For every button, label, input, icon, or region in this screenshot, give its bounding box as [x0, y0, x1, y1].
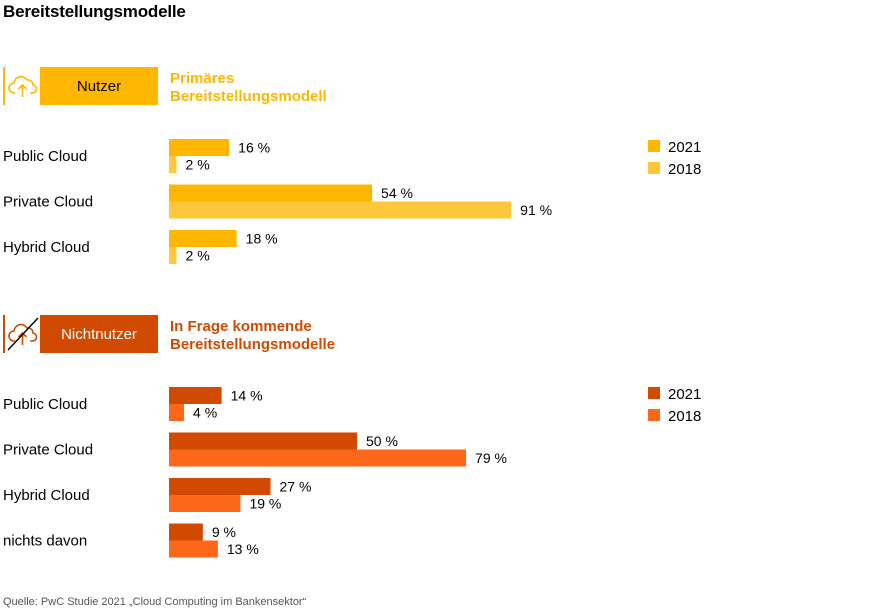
category-label: Public Cloud	[3, 396, 87, 413]
category-label: Hybrid Cloud	[3, 487, 90, 504]
bar-2018	[169, 247, 177, 264]
bar-2018	[169, 404, 185, 421]
bar-2021	[169, 230, 237, 247]
legend-swatch	[648, 409, 660, 421]
bar-2018	[169, 495, 241, 512]
badge-nichtnutzer-label: Nichtnutzer	[61, 325, 137, 343]
section-heading-line1: Primäres	[170, 70, 235, 87]
bar-2018	[169, 156, 177, 173]
cloud-upload-crossed-icon	[5, 315, 42, 353]
legend-swatch	[648, 387, 660, 399]
data-label: 13 %	[227, 541, 259, 557]
category-label: Hybrid Cloud	[3, 239, 90, 256]
data-label: 19 %	[249, 496, 281, 512]
section-heading-line2: Bereitstellungsmodell	[170, 88, 327, 105]
legend-label: 2018	[668, 161, 701, 178]
legend-swatch	[648, 140, 660, 152]
legend-label: 2018	[668, 408, 701, 425]
section-heading-line1: In Frage kommende	[170, 318, 312, 335]
data-label: 54 %	[381, 185, 413, 201]
bar-2021	[169, 387, 222, 404]
badge-nichtnutzer: Nichtnutzer	[3, 315, 158, 353]
bar-2021	[169, 184, 373, 202]
data-label: 9 %	[212, 524, 236, 540]
data-label: 27 %	[280, 479, 312, 495]
category-label: Private Cloud	[3, 442, 93, 459]
data-label: 2 %	[186, 248, 210, 264]
bar-2021	[169, 432, 357, 450]
badge-nutzer-label: Nutzer	[76, 77, 122, 95]
bar-2018	[169, 540, 218, 558]
category-label: Private Cloud	[3, 194, 93, 211]
bar-2018	[169, 449, 467, 467]
legend-label: 2021	[668, 139, 701, 156]
badge-nutzer: Nutzer	[3, 67, 158, 105]
data-label: 14 %	[231, 388, 263, 404]
data-label: 79 %	[475, 450, 507, 466]
data-label: 18 %	[246, 231, 278, 247]
cloud-upload-icon	[5, 67, 42, 105]
data-label: 16 %	[238, 140, 270, 156]
data-label: 2 %	[186, 157, 210, 173]
bar-2021	[169, 139, 230, 156]
page-title: Bereitstellungsmodelle	[3, 2, 186, 21]
section-heading-nichtnutzer: In Frage kommende Bereitstellungsmodelle	[170, 318, 335, 354]
legend-label: 2021	[668, 386, 701, 403]
bar-2021	[169, 478, 271, 495]
section-heading-line2: Bereitstellungsmodelle	[170, 336, 336, 353]
data-label: 4 %	[193, 405, 217, 421]
category-label: Public Cloud	[3, 148, 87, 165]
legend-swatch	[648, 162, 660, 174]
bar-2021	[169, 523, 203, 541]
category-label: nichts davon	[3, 533, 87, 550]
bar-2018	[169, 201, 512, 219]
data-label: 91 %	[520, 202, 552, 218]
data-label: 50 %	[366, 433, 398, 449]
section-heading-nutzer: Primäres Bereitstellungsmodell	[170, 70, 327, 106]
source-note: Quelle: PwC Studie 2021 „Cloud Computing…	[3, 596, 307, 608]
